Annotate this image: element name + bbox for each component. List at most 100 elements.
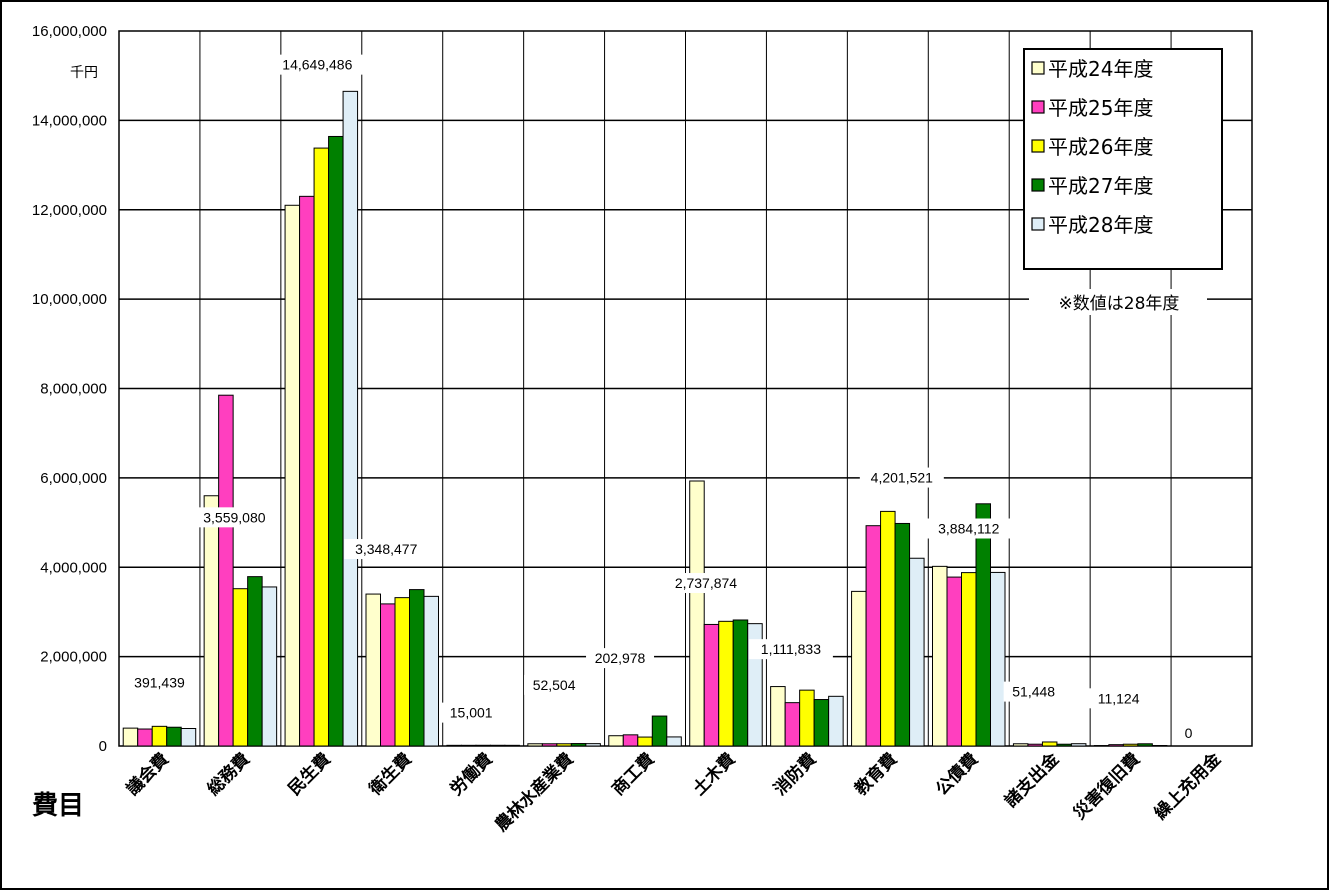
bar — [623, 735, 638, 746]
bar — [204, 496, 219, 746]
bar — [366, 594, 381, 746]
bar — [300, 196, 315, 746]
bar — [233, 589, 248, 746]
bar — [343, 91, 358, 746]
y-tick-label: 2,000,000 — [40, 649, 107, 666]
unit-label: 千円 — [70, 65, 98, 81]
bar — [381, 604, 396, 746]
bar — [895, 523, 910, 746]
data-label: 2,737,874 — [675, 575, 737, 591]
data-label: 14,649,486 — [282, 57, 352, 73]
bar — [167, 727, 182, 746]
bar — [447, 745, 462, 746]
bar — [395, 598, 410, 746]
bar — [490, 745, 505, 746]
bar — [947, 577, 962, 746]
category-label: 農林水産業費 — [491, 749, 578, 836]
bar — [976, 504, 991, 746]
bar — [123, 728, 138, 746]
bar — [285, 205, 300, 746]
bar — [771, 687, 786, 746]
legend-swatch — [1032, 179, 1044, 191]
bar — [1123, 744, 1138, 746]
y-tick-label: 14,000,000 — [32, 112, 107, 129]
bar — [852, 591, 867, 746]
bar — [219, 395, 234, 746]
legend-entry: 平成26年度 — [1048, 135, 1153, 159]
data-label: 11,124 — [1098, 690, 1140, 706]
y-tick-label: 8,000,000 — [40, 381, 107, 398]
category-label: 商工費 — [608, 749, 659, 800]
bar — [1071, 744, 1086, 746]
category-label: 土木費 — [689, 749, 740, 800]
bar — [410, 590, 425, 746]
bar — [1013, 744, 1028, 746]
bar — [881, 511, 896, 746]
data-label: 202,978 — [595, 650, 646, 666]
legend-entry: 平成24年度 — [1048, 57, 1153, 81]
y-tick-label: 10,000,000 — [32, 291, 107, 308]
bar — [609, 736, 624, 746]
legend-swatch — [1032, 140, 1044, 152]
note-text: ※数値は28年度 — [1059, 294, 1180, 314]
bar — [991, 572, 1006, 746]
bar — [1028, 744, 1043, 746]
data-label: 15,001 — [450, 705, 493, 721]
bar — [476, 745, 491, 746]
bar — [733, 620, 748, 746]
bar — [152, 726, 167, 746]
bar — [461, 745, 476, 746]
data-label: 51,448 — [1012, 684, 1055, 700]
legend-swatch — [1032, 62, 1044, 74]
bar — [528, 744, 543, 746]
bar — [962, 573, 977, 746]
data-label: 1,111,833 — [761, 641, 821, 657]
bar — [138, 729, 153, 746]
legend-entry: 平成28年度 — [1048, 213, 1153, 237]
bar — [1109, 745, 1124, 746]
category-label: 議会費 — [122, 749, 173, 800]
bar — [1138, 744, 1153, 746]
data-label: 0 — [1185, 725, 1193, 741]
data-label: 391,439 — [134, 675, 185, 691]
legend-swatch — [1032, 101, 1044, 113]
bar — [542, 744, 557, 746]
bar — [571, 744, 586, 746]
bar — [557, 744, 572, 746]
y-tick-label: 4,000,000 — [40, 559, 107, 576]
bar — [785, 703, 800, 746]
data-label: 3,559,080 — [203, 509, 265, 525]
category-label: 消防費 — [770, 749, 821, 800]
data-label: 4,201,521 — [871, 470, 933, 486]
bar — [866, 526, 881, 746]
bar — [690, 481, 705, 746]
y-tick-label: 6,000,000 — [40, 470, 107, 487]
bar — [652, 716, 667, 746]
bar — [329, 136, 344, 746]
bar — [424, 596, 439, 746]
bar — [314, 148, 329, 746]
bar — [933, 566, 948, 746]
category-label: 衛生費 — [364, 749, 416, 801]
category-label: 労働費 — [446, 749, 497, 800]
bar — [829, 696, 844, 746]
legend-entry: 平成25年度 — [1048, 96, 1153, 120]
bar — [814, 700, 829, 746]
category-label: 総務費 — [203, 749, 254, 800]
bar — [1042, 742, 1057, 746]
bar — [910, 558, 925, 746]
bar — [181, 729, 196, 746]
y-tick-label: 16,000,000 — [32, 23, 107, 40]
bar — [1057, 744, 1072, 746]
y-tick-label: 12,000,000 — [32, 202, 107, 219]
category-label: 繰上充用金 — [1150, 748, 1226, 824]
x-axis-title: 費目 — [32, 791, 84, 821]
bar — [704, 624, 719, 746]
y-tick-label: 0 — [99, 738, 107, 755]
bar — [248, 577, 263, 746]
bar — [505, 745, 520, 746]
bar — [719, 621, 734, 746]
data-label: 3,348,477 — [355, 541, 417, 557]
bar — [262, 587, 277, 746]
